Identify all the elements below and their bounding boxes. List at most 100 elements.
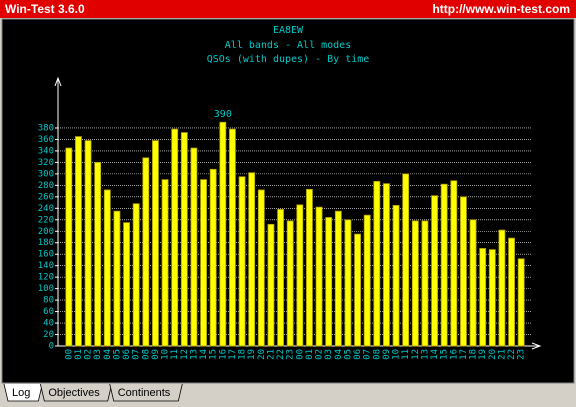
x-axis-arrow	[531, 342, 542, 350]
x-tick-label: 14	[430, 349, 440, 360]
y-tick-label: 260	[38, 192, 54, 202]
x-tick-label: 09	[151, 349, 161, 360]
x-tick-label: 11	[170, 349, 180, 360]
x-tick-label: 03	[324, 349, 334, 360]
bar	[219, 121, 227, 347]
tab-label[interactable]: Objectives	[48, 387, 100, 399]
bar	[180, 132, 188, 347]
bar	[296, 204, 304, 347]
bar	[84, 140, 92, 347]
y-tick-label: 200	[38, 227, 54, 237]
bar	[306, 188, 313, 347]
x-tick-label: 21	[497, 349, 507, 360]
x-tick-label: 11	[401, 349, 411, 360]
x-tick-label: 01	[305, 349, 315, 360]
y-tick-label: 320	[38, 158, 54, 168]
x-tick-label: 23	[517, 349, 527, 360]
x-tick-label: 14	[199, 349, 209, 360]
bar	[132, 203, 140, 347]
bar	[450, 180, 458, 347]
x-tick-label: 21	[266, 349, 276, 360]
bar	[171, 128, 179, 347]
bar	[402, 173, 410, 347]
x-tick-label: 15	[209, 349, 219, 360]
y-tick-label: 300	[38, 169, 54, 179]
bar	[344, 219, 352, 347]
x-tick-label: 20	[257, 349, 267, 360]
bar	[113, 210, 121, 347]
bar	[411, 220, 419, 347]
tab-label[interactable]: Log	[12, 387, 30, 399]
x-tick-label: 07	[132, 349, 142, 360]
bar	[103, 189, 111, 347]
x-tick-label: 20	[488, 349, 498, 360]
x-tick-label: 06	[122, 349, 132, 360]
tab[interactable]	[3, 383, 43, 402]
chart-title: EA8EW	[273, 25, 304, 36]
x-tick-label: 17	[459, 349, 469, 360]
chart-subtitle: All bands - All modes	[225, 40, 351, 51]
bar	[200, 179, 207, 347]
bar	[334, 210, 342, 347]
bar	[277, 209, 284, 347]
x-tick-label: 18	[238, 349, 248, 360]
x-tick-label: 08	[372, 349, 382, 360]
x-tick-label: 19	[478, 349, 488, 360]
x-tick-label: 07	[363, 349, 373, 360]
tab-bar: Log Objectives Continents	[3, 383, 183, 402]
x-tick-label: 02	[84, 349, 94, 360]
x-tick-label: 01	[74, 349, 84, 360]
y-tick-label: 60	[43, 307, 54, 317]
bar	[152, 140, 159, 347]
x-tick-label: 22	[276, 349, 286, 360]
x-tick-label: 13	[189, 349, 199, 360]
x-tick-label: 00	[295, 349, 305, 360]
tab-label[interactable]: Continents	[118, 387, 171, 399]
x-tick-label: 04	[334, 349, 344, 360]
bar	[479, 248, 487, 347]
chart-caption: QSOs (with dupes) - By time	[207, 54, 370, 65]
bar	[65, 147, 73, 347]
bar	[421, 220, 429, 347]
bar	[325, 217, 333, 347]
window-url[interactable]: http://www.win-test.com	[432, 2, 570, 16]
bar	[392, 205, 400, 347]
y-tick-label: 100	[38, 284, 54, 294]
bar	[508, 237, 515, 347]
x-tick-label: 06	[353, 349, 363, 360]
title-bar	[0, 0, 576, 18]
bar	[431, 195, 438, 347]
x-tick-label: 23	[286, 349, 296, 360]
bar	[460, 196, 467, 347]
tab[interactable]	[109, 383, 183, 402]
x-tick-label: 16	[218, 349, 228, 360]
x-tick-label: 09	[382, 349, 392, 360]
x-tick-label: 17	[228, 349, 238, 360]
bar	[248, 172, 256, 347]
tab[interactable]	[39, 383, 113, 402]
bar	[190, 147, 198, 347]
bar	[440, 183, 448, 347]
bar	[75, 136, 82, 347]
y-axis-arrow	[54, 76, 62, 87]
x-tick-label: 05	[343, 349, 353, 360]
bar	[488, 249, 496, 347]
y-tick-label: 20	[43, 330, 54, 340]
bar	[238, 176, 246, 347]
bar	[142, 157, 150, 347]
x-tick-label: 15	[440, 349, 450, 360]
bar	[383, 183, 390, 347]
bar	[257, 189, 265, 347]
bar	[123, 222, 130, 347]
y-tick-label: 340	[38, 146, 54, 156]
bar	[517, 258, 525, 347]
x-tick-label: 13	[420, 349, 430, 360]
bar	[469, 219, 477, 347]
x-tick-label: 03	[93, 349, 103, 360]
bar	[229, 128, 236, 347]
x-tick-label: 02	[315, 349, 325, 360]
x-tick-label: 04	[103, 349, 113, 360]
y-tick-label: 220	[38, 215, 54, 225]
